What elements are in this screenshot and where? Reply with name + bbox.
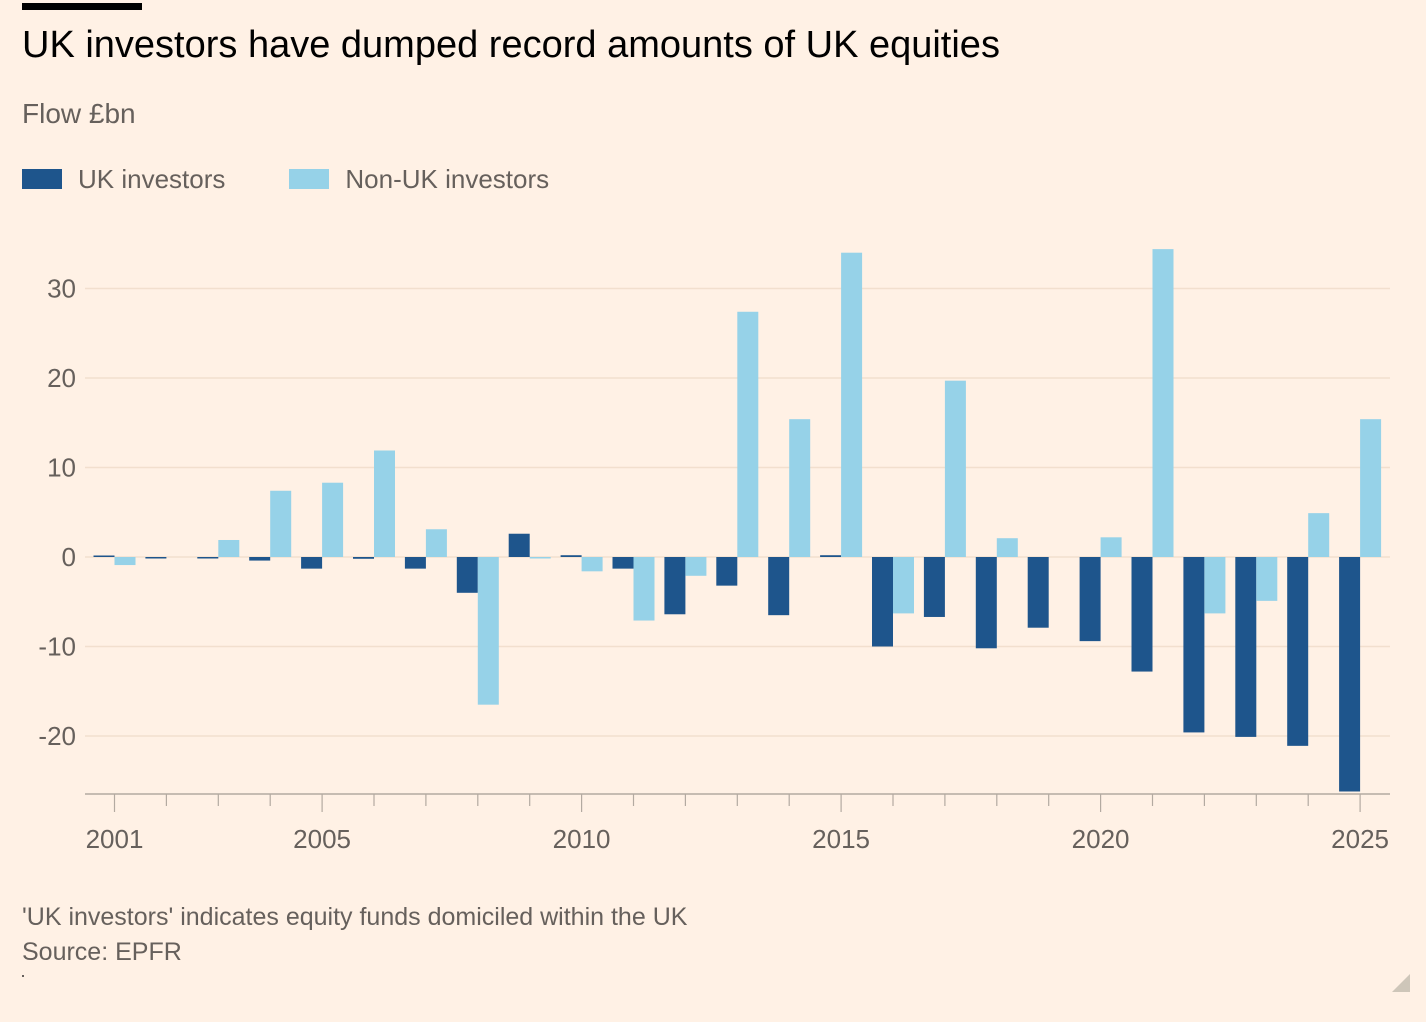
footnote-source: Source: EPFR: [22, 938, 182, 966]
x-tick-label: 2015: [812, 824, 870, 854]
bar-uk: [923, 557, 945, 617]
bar-uk: [1131, 557, 1153, 672]
bar-non-uk: [1360, 419, 1382, 557]
bar-non-uk: [322, 482, 344, 557]
bar-uk: [353, 557, 374, 559]
bar-non-uk: [218, 539, 240, 557]
y-tick-label: 10: [47, 453, 76, 483]
bar-non-uk: [996, 538, 1018, 557]
y-tick-label: -20: [38, 721, 76, 751]
legend-item-non-uk: Non-UK investors: [289, 164, 549, 195]
bar-uk: [1027, 557, 1049, 628]
bar-uk: [197, 557, 219, 559]
legend-swatch-uk: [22, 169, 62, 189]
bar-uk: [612, 557, 634, 569]
bar-non-uk: [529, 557, 551, 559]
bar-uk: [560, 555, 582, 557]
x-tick-label: 2025: [1331, 824, 1389, 854]
chart-title: UK investors have dumped record amounts …: [22, 24, 1000, 66]
bar-non-uk: [270, 490, 292, 557]
bar-non-uk: [1308, 513, 1330, 557]
y-tick-label: -10: [38, 632, 76, 662]
footnote: 'UK investors' indicates equity funds do…: [22, 900, 687, 970]
legend-label-non-uk: Non-UK investors: [345, 163, 550, 194]
brand-top-bar: [22, 3, 142, 10]
bar-uk: [1183, 557, 1205, 733]
bar-non-uk: [737, 311, 759, 557]
x-tick-label: 2005: [293, 824, 351, 854]
bar-uk: [1287, 557, 1309, 746]
bar-uk: [664, 557, 686, 615]
bar-non-uk: [1100, 537, 1122, 557]
chart-subtitle: Flow £bn: [22, 98, 136, 129]
y-tick-label: 30: [47, 274, 76, 304]
bar-uk: [145, 557, 167, 559]
bar-uk: [716, 557, 738, 586]
legend-swatch-non-uk: [289, 169, 330, 189]
footnote-note: 'UK investors' indicates equity funds do…: [22, 903, 688, 931]
bar-uk: [404, 557, 426, 569]
bar-non-uk: [581, 557, 603, 572]
bar-non-uk: [114, 557, 136, 566]
bar-uk: [508, 533, 530, 557]
resize-corner-icon: [1392, 974, 1410, 992]
bar-non-uk: [893, 557, 914, 614]
bar-uk: [1235, 557, 1257, 737]
bar-uk: [1339, 557, 1361, 792]
legend-item-uk: UK investors: [22, 164, 225, 195]
bar-non-uk: [789, 419, 811, 557]
bar-uk: [768, 557, 790, 616]
bar-uk: [872, 557, 893, 647]
bar-non-uk: [1204, 557, 1226, 614]
bar-non-uk: [374, 450, 395, 557]
bar-non-uk: [477, 557, 499, 705]
bar-non-uk: [633, 557, 655, 621]
bar-uk: [456, 557, 478, 593]
bar-uk: [93, 555, 115, 557]
bar-non-uk: [425, 529, 447, 557]
bar-non-uk: [841, 252, 863, 557]
bar-non-uk: [685, 557, 707, 576]
bar-uk: [301, 557, 323, 569]
bar-non-uk: [944, 380, 966, 557]
bar-uk: [1079, 557, 1101, 642]
bar-uk: [975, 557, 997, 649]
x-tick-label: 2010: [553, 824, 611, 854]
bar-uk: [820, 555, 842, 557]
bar-uk: [249, 557, 271, 561]
y-tick-label: 0: [62, 542, 76, 572]
x-tick-label: 2020: [1072, 824, 1130, 854]
legend: UK investors Non-UK investors: [22, 163, 613, 195]
small-dot-mark: [22, 975, 24, 977]
legend-label-uk: UK investors: [78, 163, 226, 194]
y-tick-label: 20: [47, 363, 76, 393]
x-tick-label: 2001: [86, 824, 144, 854]
bar-non-uk: [1152, 249, 1174, 557]
bar-non-uk: [1256, 557, 1278, 601]
